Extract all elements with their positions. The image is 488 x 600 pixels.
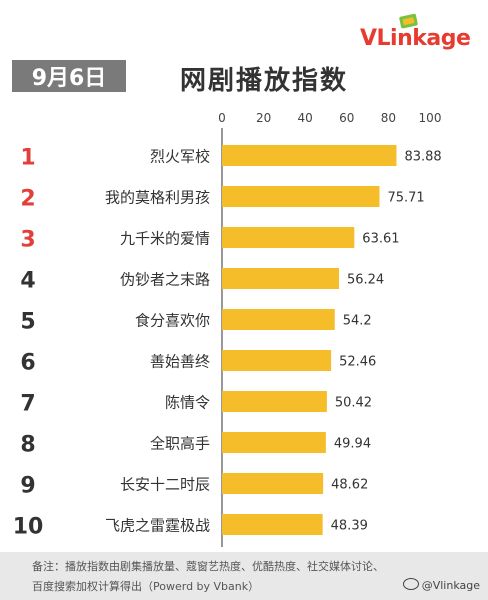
category-label: 烈火军校	[150, 148, 210, 166]
value-label: 56.24	[347, 273, 384, 288]
brand-logo: VLinkage	[360, 12, 478, 52]
footer-line-2: 百度搜索加权计算得出（Powerd by Vbank）	[32, 580, 260, 593]
category-label: 我的莫格利男孩	[105, 189, 210, 207]
bar	[222, 145, 397, 166]
rank-label: 4	[20, 269, 35, 294]
category-label: 陈情令	[165, 394, 210, 412]
footer-note: 备注：播放指数由剧集播放量、蔻窗艺热度、优酷热度、社交媒体讨论、 百度搜索加权计…	[0, 552, 488, 600]
category-label: 长安十二时辰	[120, 476, 210, 494]
rank-label: 8	[20, 433, 35, 458]
x-tick-label: 0	[218, 111, 226, 125]
value-label: 75.71	[387, 191, 424, 206]
x-tick-label: 100	[419, 111, 442, 125]
rank-label: 9	[20, 474, 35, 499]
footer-line-1: 备注：播放指数由剧集播放量、蔻窗艺热度、优酷热度、社交媒体讨论、	[32, 560, 384, 573]
value-label: 48.62	[331, 478, 368, 493]
rank-label: 3	[20, 228, 35, 253]
value-label: 49.94	[334, 437, 371, 452]
rank-label: 5	[20, 310, 35, 335]
bar	[222, 514, 323, 535]
bar-chart: 0 20 40 60 80 100 1 烈火军校 83.88 2 我的莫格利男孩 75.71 3 九千米的…	[13, 111, 442, 547]
value-label: 52.46	[339, 355, 376, 370]
bar	[222, 227, 355, 248]
bar	[222, 432, 326, 453]
x-tick-label: 40	[298, 111, 313, 125]
bar	[222, 473, 324, 494]
rank-label: 10	[13, 515, 44, 540]
category-label: 全职高手	[150, 435, 210, 453]
value-label: 83.88	[404, 150, 441, 165]
bar	[222, 391, 327, 412]
page-title: 网剧播放指数	[180, 66, 349, 96]
category-label: 善始善终	[150, 353, 210, 371]
rank-label: 6	[20, 351, 35, 376]
rank-label: 2	[20, 187, 35, 212]
x-tick-label: 80	[381, 111, 396, 125]
bar	[222, 350, 332, 371]
x-tick-label: 20	[256, 111, 271, 125]
category-label: 飞虎之雷霆极战	[105, 517, 210, 535]
category-label: 食分喜欢你	[135, 312, 210, 330]
value-label: 48.39	[331, 519, 368, 534]
rank-label: 7	[20, 392, 35, 417]
value-label: 50.42	[335, 396, 372, 411]
bar	[222, 268, 339, 289]
category-label: 伪钞者之末路	[120, 271, 210, 289]
weibo-icon	[402, 578, 419, 590]
weibo-handle: @Vlinkage	[402, 578, 480, 592]
category-label: 九千米的爱情	[120, 230, 210, 248]
bar	[222, 309, 335, 330]
date-badge: 9月6日	[12, 60, 126, 92]
value-label: 63.61	[362, 232, 399, 247]
brand-name: VLinkage	[360, 26, 471, 51]
rank-label: 1	[20, 146, 35, 171]
x-tick-label: 60	[339, 111, 354, 125]
logo-tv-icon	[399, 13, 418, 29]
bar	[222, 186, 380, 207]
value-label: 54.2	[343, 314, 372, 329]
